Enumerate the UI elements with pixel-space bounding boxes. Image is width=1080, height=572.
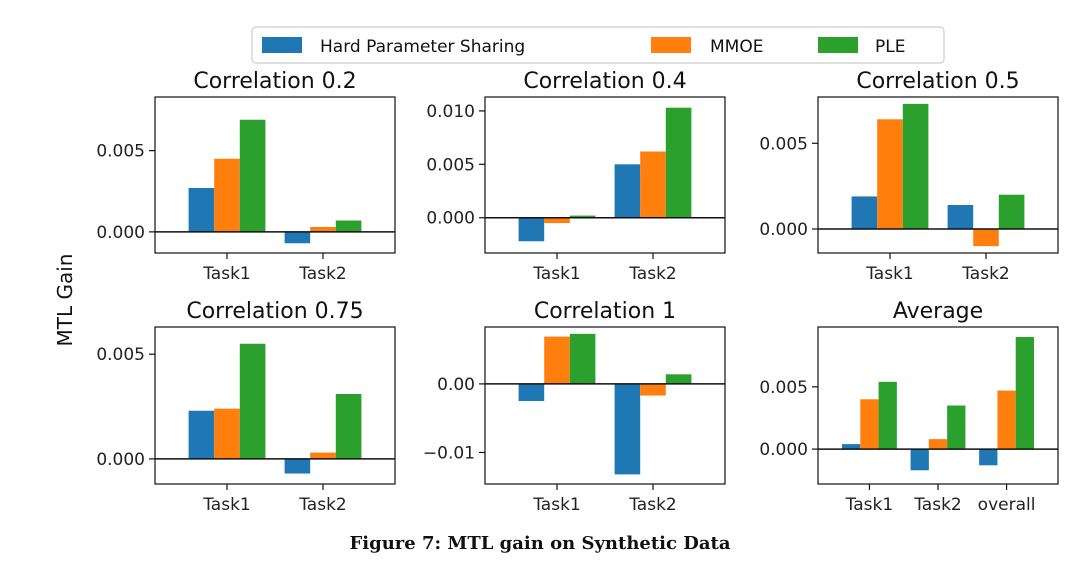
x-tick-label: Task2 [298, 264, 347, 284]
bar-hard-parameter-sharing-overall [979, 449, 998, 466]
subplot-title: Correlation 0.2 [193, 69, 356, 94]
bar-ple-task2 [335, 393, 362, 459]
y-tick-label: 0.000 [759, 440, 808, 460]
subplot-3: Correlation 0.5 Task1 Task2 0.000 0.005 [759, 69, 1059, 284]
y-tick-label: 0.000 [96, 223, 145, 243]
x-tick-label: Task1 [845, 495, 894, 515]
bar-hard-parameter-sharing-task1 [842, 444, 861, 450]
bar-ple-task2 [998, 194, 1025, 229]
subplot-title: Correlation 0.5 [856, 69, 1019, 94]
bar-hard-parameter-sharing-task1 [188, 188, 215, 232]
subplot-2: Correlation 0.4 Task1 Task2 0.000 0.005 0.010 [426, 69, 726, 284]
subplot-4: Correlation 0.75 Task1 Task2 0.000 0.005 [96, 299, 396, 515]
y-tick-label: 0.005 [759, 378, 808, 398]
y-tick-label: 0.000 [426, 209, 475, 229]
bar-mmoe-task2 [640, 383, 666, 396]
x-tick-label: Task2 [628, 495, 677, 515]
bar-mmoe-task1 [214, 158, 240, 232]
bar-mmoe-task1 [877, 119, 903, 229]
bar-hard-parameter-sharing-task1 [518, 383, 545, 402]
bar-ple-task2 [665, 374, 692, 384]
bar-mmoe-task1 [214, 408, 240, 459]
subplot-title: Correlation 1 [534, 299, 676, 324]
bar-hard-parameter-sharing-task2 [614, 383, 641, 475]
y-tick-label: 0.000 [96, 450, 145, 470]
x-tick-label: Task2 [298, 495, 347, 515]
x-tick-label: overall [978, 495, 1036, 515]
bar-mmoe-task1 [544, 217, 570, 224]
legend-label-hard-parameter-sharing: Hard Parameter Sharing [320, 37, 525, 57]
bar-hard-parameter-sharing-task2 [284, 231, 311, 244]
plot-frame [817, 96, 1059, 254]
legend-label-mmoe: MMOE [710, 37, 763, 57]
subplot-title: Average [893, 299, 983, 324]
bar-ple-task1 [239, 119, 266, 232]
subplot-6: Average Task1 Task2 overall 0.000 0.005 [759, 299, 1059, 515]
bar-ple-overall [1015, 336, 1034, 450]
bar-ple-task1 [902, 103, 929, 229]
x-tick-label: Task2 [913, 495, 962, 515]
bar-ple-task2 [947, 405, 966, 450]
legend-frame [251, 26, 945, 64]
y-tick-label: 0.005 [96, 345, 145, 365]
legend-swatch-mmoe [651, 37, 691, 53]
bar-mmoe-task2 [928, 439, 948, 450]
bar-hard-parameter-sharing-task1 [518, 217, 545, 242]
bar-ple-task1 [878, 381, 897, 450]
bar-mmoe-task1 [860, 399, 879, 450]
plot-frame [154, 96, 396, 254]
bar-mmoe-task1 [544, 336, 570, 384]
bar-mmoe-task2 [310, 452, 336, 459]
bar-hard-parameter-sharing-task2 [614, 164, 641, 218]
bar-ple-task2 [335, 220, 362, 232]
bar-hard-parameter-sharing-task2 [284, 458, 311, 474]
bar-mmoe-task2 [310, 227, 336, 232]
plot-frame [484, 96, 726, 254]
x-tick-label: Task1 [202, 495, 251, 515]
bar-hard-parameter-sharing-task2 [910, 449, 929, 471]
y-tick-label: 0.000 [759, 220, 808, 240]
bar-ple-task1 [569, 215, 596, 218]
bar-ple-task1 [569, 333, 596, 384]
x-tick-label: Task2 [628, 264, 677, 284]
bar-mmoe-overall [997, 390, 1016, 450]
y-axis-label: MTL Gain [53, 254, 77, 347]
legend-label-ple: PLE [875, 37, 905, 57]
legend-swatch-hard-parameter-sharing [262, 37, 302, 53]
bar-mmoe-task2 [973, 229, 999, 247]
legend: Hard Parameter Sharing MMOE PLE [251, 26, 945, 64]
x-tick-label: Task1 [532, 264, 581, 284]
legend-swatch-ple [818, 37, 858, 53]
bar-hard-parameter-sharing-task1 [851, 196, 878, 229]
bar-ple-task2 [665, 107, 692, 218]
x-tick-label: Task1 [532, 495, 581, 515]
subplot-title: Correlation 0.4 [523, 69, 686, 94]
figure-caption: Figure 7: MTL gain on Synthetic Data [349, 533, 731, 554]
x-tick-label: Task1 [865, 264, 914, 284]
bar-mmoe-task2 [640, 151, 666, 218]
x-tick-label: Task2 [961, 264, 1010, 284]
y-tick-label: 0.005 [759, 134, 808, 154]
bar-ple-task1 [239, 343, 266, 459]
y-tick-label: −0.01 [423, 443, 475, 463]
plot-frame [154, 326, 396, 485]
x-tick-label: Task1 [202, 264, 251, 284]
bar-hard-parameter-sharing-task1 [188, 410, 215, 459]
y-tick-label: 0.010 [426, 102, 475, 122]
subplot-5: Correlation 1 Task1 Task2 0.00 −0.01 [423, 299, 726, 515]
subplot-1: Correlation 0.2 Task1 Task2 0.000 0.005 [96, 69, 396, 284]
y-tick-label: 0.005 [426, 155, 475, 175]
subplot-title: Correlation 0.75 [186, 299, 363, 324]
bar-hard-parameter-sharing-task2 [947, 205, 974, 229]
y-tick-label: 0.00 [437, 375, 475, 395]
plot-frame [484, 326, 726, 485]
y-tick-label: 0.005 [96, 142, 145, 162]
